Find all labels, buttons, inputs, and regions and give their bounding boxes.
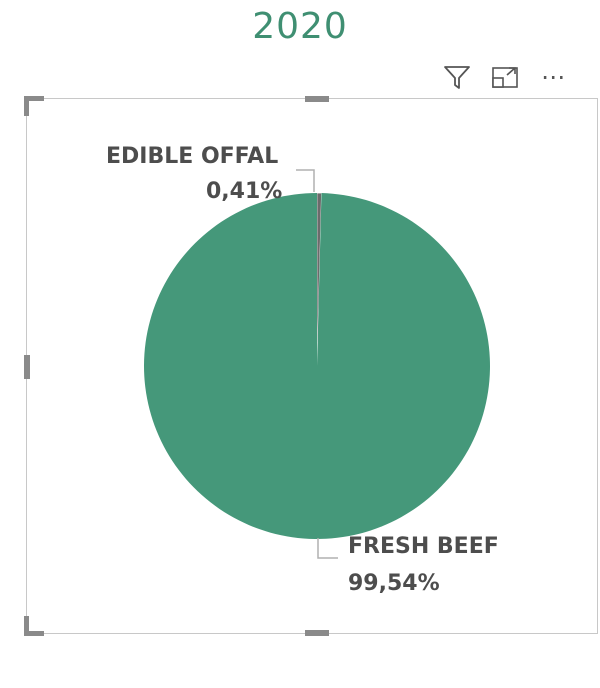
slice-value-fresh-beef: 99,54% [348,571,440,596]
visual-container[interactable] [24,96,598,636]
slice-label-fresh-beef: FRESH BEEF [348,534,499,559]
resize-corner-bottom-left[interactable] [24,616,44,636]
leader-line-fresh-beef [317,538,338,559]
focus-mode-button[interactable] [488,60,522,94]
resize-handle-left[interactable] [24,355,30,379]
pie-slice-edible-offal[interactable] [316,192,322,367]
focus-mode-icon [492,67,518,88]
visual-header-toolbar: ⋯ [440,60,570,94]
slice-value-edible-offal: 0,41% [206,179,282,204]
filter-icon [444,66,470,89]
resize-handle-bottom[interactable] [305,630,329,636]
more-options-button[interactable]: ⋯ [536,60,570,94]
resize-corner-top-left[interactable] [24,96,44,116]
more-options-icon: ⋯ [541,63,565,91]
resize-handle-top[interactable] [305,96,329,102]
filter-button[interactable] [440,60,474,94]
pie-slice-fresh-beef[interactable] [144,193,491,539]
chart-title: 2020 [252,6,348,47]
slice-label-edible-offal: EDIBLE OFFAL [106,144,278,169]
leader-line-edible-offal [296,169,315,192]
